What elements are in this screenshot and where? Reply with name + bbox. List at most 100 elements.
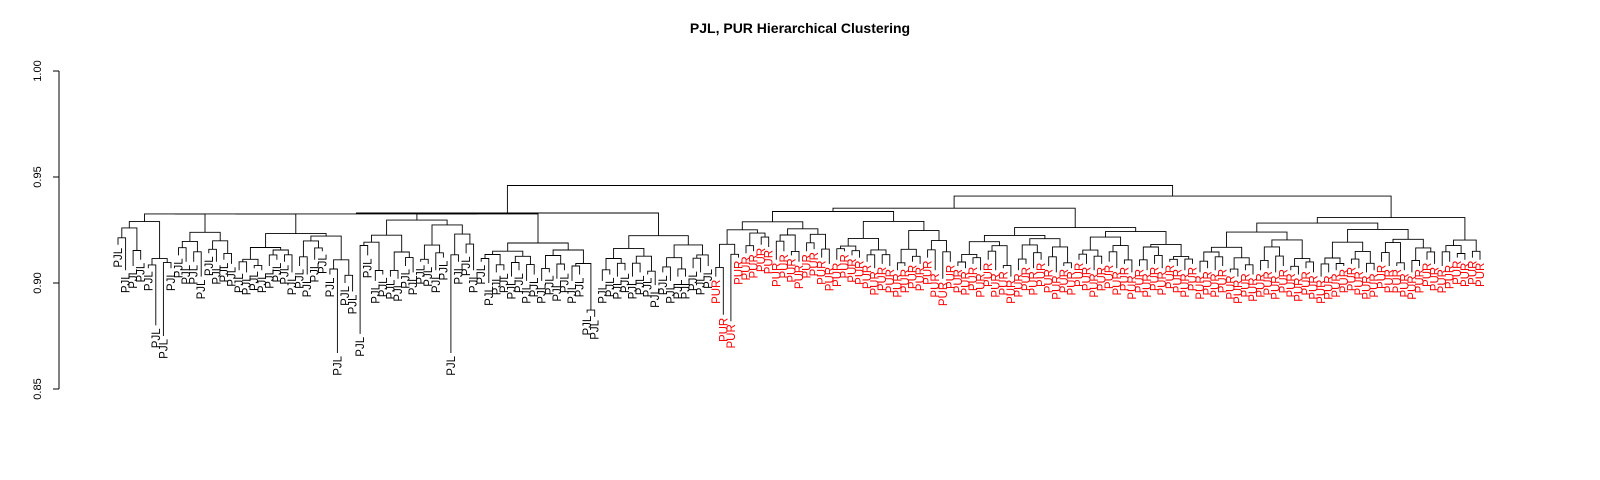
dendrogram-link [431,224,463,246]
dendrogram-link [1123,259,1133,273]
dendrogram-link [1214,256,1224,271]
leaf-label-pjl: PJL [522,283,534,303]
leaf-label-pur: PUR [1135,269,1147,293]
leaf-label-pjl: PJL [204,256,216,276]
leaf-label-pur: PUR [1467,261,1479,285]
leaf-label-pjl: PJL [227,266,239,286]
leaf-label-pjl: PJL [567,283,579,303]
dendrogram-link [760,236,770,247]
dendrogram-link [265,233,327,248]
leaf-label-pjl: PJL [408,275,420,295]
dendrogram-link [420,258,429,264]
dendrogram-link [132,250,142,266]
dendrogram-link [393,251,410,271]
dendrogram-tree [117,185,1481,353]
y-tick-label: 0.90 [32,272,44,293]
leaf-label-pjl: PJL [249,271,261,291]
leaf-label-pur: PUR [1082,267,1094,291]
leaf-label-pur: PUR [1339,269,1351,293]
leaf-label-pur: PUR [915,267,927,291]
leaf-label-pur: PUR [711,280,723,304]
leaf-label-pur: PUR [1271,275,1283,299]
dendrogram-link [1169,258,1178,266]
leaf-label-pjl: PJL [491,275,503,295]
leaf-label-pjl: PJL [174,258,186,278]
leaf-label-pur: PUR [930,273,942,297]
dendrogram-link [333,259,350,276]
dendrogram-link [310,235,342,260]
dendrogram-link [128,221,161,259]
leaf-label-pur: PUR [1286,273,1298,297]
dendrogram-link [1244,264,1254,275]
chart-title: PJL, PUR Hierarchical Clustering [689,20,911,36]
leaf-label-pjl: PJL [234,273,246,293]
dendrogram-link [1354,250,1371,264]
leaf-label-pur: PUR [854,261,866,285]
leaf-label-pur: PUR [733,261,745,285]
leaf-label-pur: PUR [1354,271,1366,295]
dendrogram-link [1150,243,1182,257]
leaf-label-pjl: PJL [189,264,201,284]
dendrogram-link [1021,244,1038,260]
dendrogram-link [1324,257,1341,264]
leaf-label-pjl: PJL [559,273,571,293]
leaf-label-pjl: PJL [136,262,148,282]
leaf-label-pur: PUR [900,269,912,293]
dendrogram-link [772,211,895,222]
leaf-label-pur: PUR [938,282,950,306]
dendrogram-link [968,241,1000,255]
leaf-label-pur: PUR [1346,267,1358,291]
dendrogram-link [1052,246,1069,263]
dendrogram-link [355,212,659,236]
leaf-label-pur: PUR [1415,269,1427,293]
dendrogram-link [647,270,656,286]
leaf-label-pur: PUR [1301,271,1313,295]
leaf-label-pur: PUR [1127,275,1139,299]
leaf-label-pjl: PJL [287,275,299,295]
leaf-label-pur: PUR [1460,263,1472,287]
leaf-label-pur: PUR [1362,275,1374,299]
leaf-label-pjl: PJL [302,277,314,297]
leaf-label-pur: PUR [771,263,783,287]
dendrogram-link [1154,254,1163,269]
dendrogram-link [1275,255,1284,273]
dendrogram-link [492,250,524,257]
leaf-label-pjl: PJL [688,271,700,291]
dendrogram-link [435,252,444,271]
dendrogram-link [1445,245,1462,254]
dendrogram-link [144,213,206,233]
leaf-label-pjl: PJL [385,279,397,299]
leaf-label-pjl: PJL [128,268,140,288]
dendrogram-link [571,265,581,281]
dendrogram-link [344,274,354,292]
dendrogram-link [514,255,531,265]
dendrogram-link [1226,231,1288,248]
leaf-label-pjl: PJL [143,271,155,291]
leaf-label-pur: PUR [1377,265,1389,289]
leaf-label-pur: PUR [1399,273,1411,297]
dendrogram-link [117,237,127,271]
dendrogram-link [1082,249,1099,257]
dendrogram-link [779,234,796,252]
leaf-label-pur: PUR [953,269,965,293]
leaf-label-pur: PUR [741,256,753,280]
dendrogram-link [832,207,1076,228]
dendrogram-link [329,268,338,353]
dendrogram-link [809,233,826,250]
dendrogram-link [862,220,925,239]
leaf-label-pjl: PJL [355,336,367,356]
dendrogram-link [545,255,562,269]
leaf-label-pur: PUR [991,273,1003,297]
leaf-label-pjl: PJL [340,285,352,305]
leaf-label-pur: PUR [1422,263,1434,287]
dendrogram-link [677,268,686,277]
leaf-label-pjl: PJL [257,273,269,293]
dendrogram-link [314,247,323,260]
leaf-label-pjl: PJL [597,283,609,303]
dendrogram-link [1260,259,1269,271]
dendrogram-link [1441,251,1451,266]
dendrogram-link [507,242,569,252]
dendrogram-link [851,250,860,258]
leaf-label-pjl: PJL [514,273,526,293]
dendrogram-link [416,213,539,243]
